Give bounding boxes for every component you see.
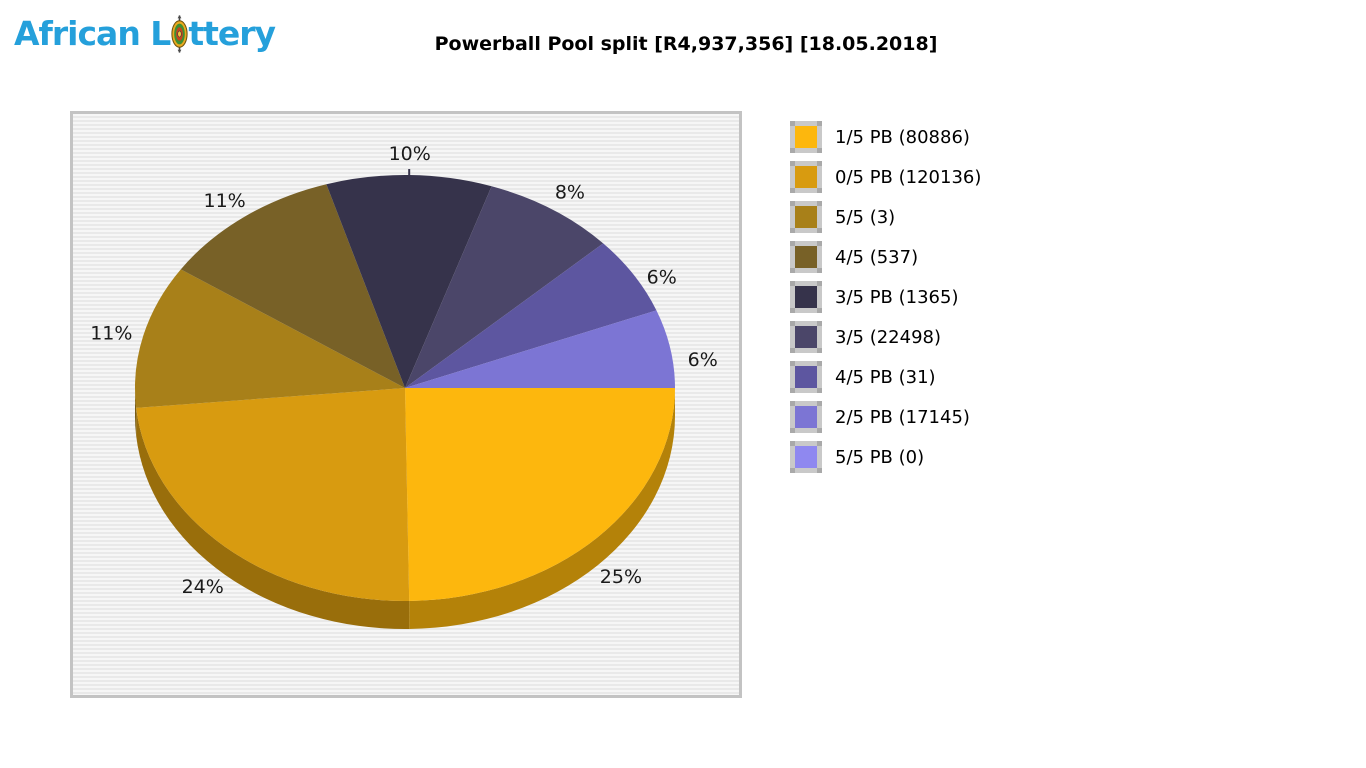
legend-swatch-color	[795, 326, 817, 348]
legend-swatch	[790, 361, 822, 393]
pie-rim-0	[409, 388, 675, 629]
brand-text-after: ttery	[188, 13, 276, 53]
pie-percent-label-4: 10%	[389, 143, 431, 165]
legend-item-2: 5/5 (3)	[790, 201, 981, 233]
legend-item-label: 5/5 (3)	[835, 206, 896, 228]
legend-swatch	[790, 241, 822, 273]
pie-slice-4	[326, 175, 492, 388]
pie-slice-2	[135, 269, 405, 408]
legend-swatch-color	[795, 206, 817, 228]
pie-slice-7	[405, 310, 675, 388]
pie-slice-5	[405, 186, 604, 388]
african-shield-icon	[171, 15, 188, 53]
legend-swatch-color	[795, 166, 817, 188]
pie-percent-label-0: 25%	[600, 566, 642, 588]
pie-rim-1	[136, 407, 410, 629]
chart-title: Powerball Pool split [R4,937,356] [18.05…	[434, 33, 938, 55]
legend-swatch-color	[795, 406, 817, 428]
pie-percent-label-5: 8%	[555, 181, 585, 203]
pie-percent-label-3: 11%	[204, 190, 246, 212]
pie-percent-label-7: 6%	[688, 349, 718, 371]
legend-swatch	[790, 321, 822, 353]
legend-item-3: 4/5 (537)	[790, 241, 981, 273]
legend-item-0: 1/5 PB (80886)	[790, 121, 981, 153]
legend: 1/5 PB (80886) 0/5 PB (120136) 5/5 (3) 4…	[790, 121, 981, 481]
legend-swatch	[790, 121, 822, 153]
legend-swatch-color	[795, 446, 817, 468]
pie-3d: 25% 24% 11% 11% 10% 8% 6% 6%	[90, 143, 718, 629]
legend-item-5: 3/5 (22498)	[790, 321, 981, 353]
legend-item-label: 1/5 PB (80886)	[835, 126, 970, 148]
legend-swatch	[790, 201, 822, 233]
legend-swatch-color	[795, 126, 817, 148]
pie-slice-6	[405, 243, 657, 388]
legend-swatch	[790, 281, 822, 313]
brand-text-before: African L	[14, 13, 171, 53]
legend-item-6: 4/5 PB (31)	[790, 361, 981, 393]
legend-item-4: 3/5 PB (1365)	[790, 281, 981, 313]
brand-logo[interactable]: African L ttery	[14, 10, 276, 56]
pie-slice-1	[136, 388, 410, 601]
legend-item-7: 2/5 PB (17145)	[790, 401, 981, 433]
pie-percent-label-1: 24%	[182, 576, 224, 598]
legend-item-label: 3/5 PB (1365)	[835, 286, 959, 308]
pie-rim-2	[135, 388, 137, 436]
legend-item-label: 0/5 PB (120136)	[835, 166, 982, 188]
chart-panel: 25% 24% 11% 11% 10% 8% 6% 6%	[70, 111, 742, 698]
pie-slice-3	[180, 184, 405, 388]
pie-percent-label-6: 6%	[647, 267, 677, 289]
legend-swatch	[790, 441, 822, 473]
legend-swatch	[790, 161, 822, 193]
legend-swatch-color	[795, 366, 817, 388]
legend-item-1: 0/5 PB (120136)	[790, 161, 981, 193]
legend-swatch	[790, 401, 822, 433]
legend-item-label: 5/5 PB (0)	[835, 446, 925, 468]
legend-swatch-color	[795, 286, 817, 308]
legend-item-8: 5/5 PB (0)	[790, 441, 981, 473]
legend-swatch-color	[795, 246, 817, 268]
legend-item-label: 4/5 PB (31)	[835, 366, 936, 388]
legend-item-label: 4/5 (537)	[835, 246, 919, 268]
pie-percent-label-2: 11%	[90, 322, 132, 344]
pie-slice-0	[405, 388, 675, 601]
legend-item-label: 2/5 PB (17145)	[835, 406, 970, 428]
legend-item-label: 3/5 (22498)	[835, 326, 941, 348]
